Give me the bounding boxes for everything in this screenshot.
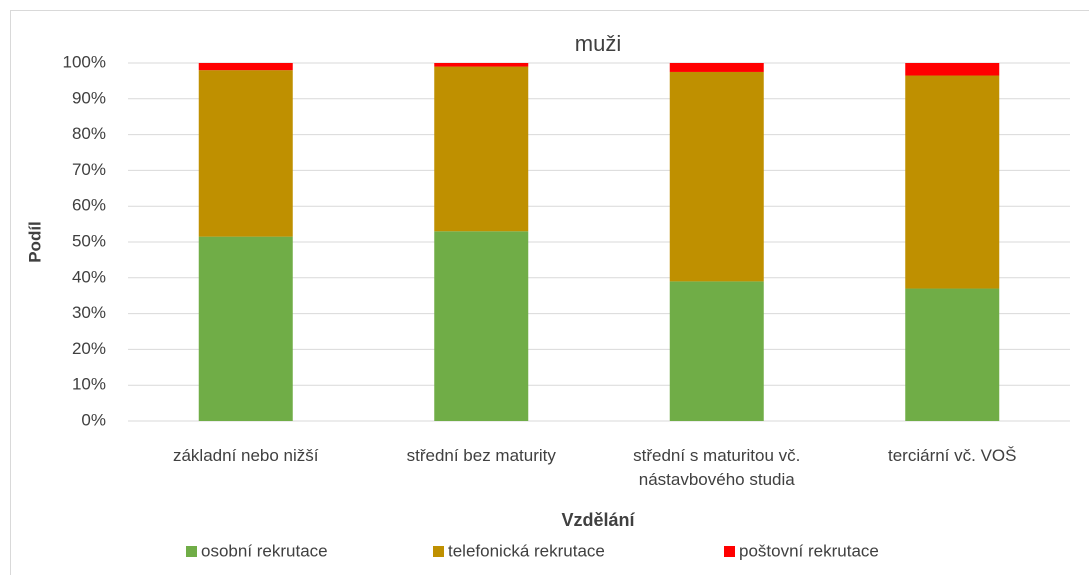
legend-swatch	[186, 546, 197, 557]
legend-label: osobní rekrutace	[201, 541, 328, 560]
bar-segment	[434, 63, 529, 67]
bar-segment	[434, 66, 529, 232]
y-axis-title: Podíl	[25, 221, 44, 263]
bar-segment	[434, 231, 529, 421]
bar-segment	[198, 63, 293, 71]
bar-segment	[669, 71, 764, 282]
legend-label: telefonická rekrutace	[448, 541, 605, 560]
y-tick-label: 20%	[72, 339, 106, 358]
chart-title: muži	[575, 31, 621, 56]
y-tick-label: 40%	[72, 267, 106, 286]
bar-segment	[669, 63, 764, 72]
y-tick-label: 10%	[72, 375, 106, 394]
chart-frame	[10, 10, 1089, 575]
y-tick-label: 50%	[72, 231, 106, 250]
y-tick-label: 0%	[81, 410, 106, 429]
legend-label: poštovní rekrutace	[739, 541, 879, 560]
x-axis-title: Vzdělání	[561, 510, 635, 530]
bar-segment	[198, 236, 293, 421]
y-tick-label: 30%	[72, 303, 106, 322]
bar-segment	[905, 63, 1000, 76]
bar-segment	[669, 281, 764, 421]
x-tick-label: základní nebo nižší	[172, 446, 319, 465]
y-tick-label: 70%	[72, 160, 106, 179]
legend-swatch	[433, 546, 444, 557]
bar-segment	[905, 75, 1000, 289]
y-tick-label: 80%	[72, 124, 106, 143]
x-tick-label: terciární vč. VOŠ	[888, 446, 1017, 465]
x-tick-label: střední bez maturity	[406, 446, 556, 465]
bar-segment	[905, 288, 1000, 421]
bar-segment	[198, 70, 293, 237]
x-tick-label: střední s maturitou vč. nástavbového stu…	[633, 446, 801, 489]
legend-swatch	[724, 546, 735, 557]
y-tick-label: 90%	[72, 88, 106, 107]
y-tick-label: 100%	[63, 52, 106, 71]
y-tick-label: 60%	[72, 196, 106, 215]
